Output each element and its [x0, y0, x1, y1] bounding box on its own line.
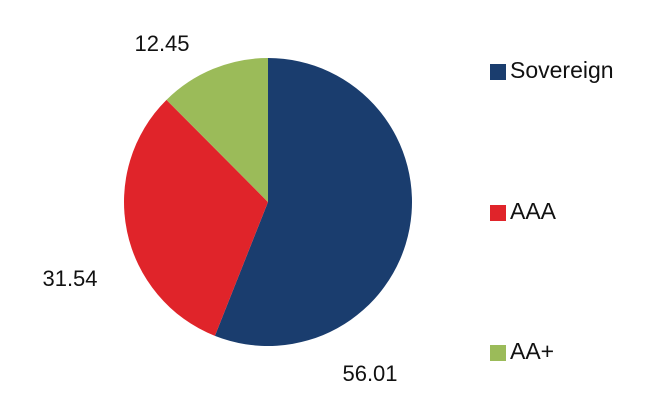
pie-slice — [123, 99, 269, 336]
pie-slice — [214, 58, 412, 347]
legend-swatch — [490, 64, 506, 80]
legend-swatch — [490, 345, 506, 361]
legend-label: AAA — [510, 198, 557, 224]
legend-label: Sovereign — [510, 57, 614, 83]
data-label: 56.01 — [342, 361, 397, 386]
legend-label: AA+ — [510, 338, 554, 364]
pie-slice — [166, 58, 268, 202]
data-label: 12.45 — [134, 31, 189, 56]
data-label: 31.54 — [42, 266, 97, 291]
legend-swatch — [490, 205, 506, 221]
